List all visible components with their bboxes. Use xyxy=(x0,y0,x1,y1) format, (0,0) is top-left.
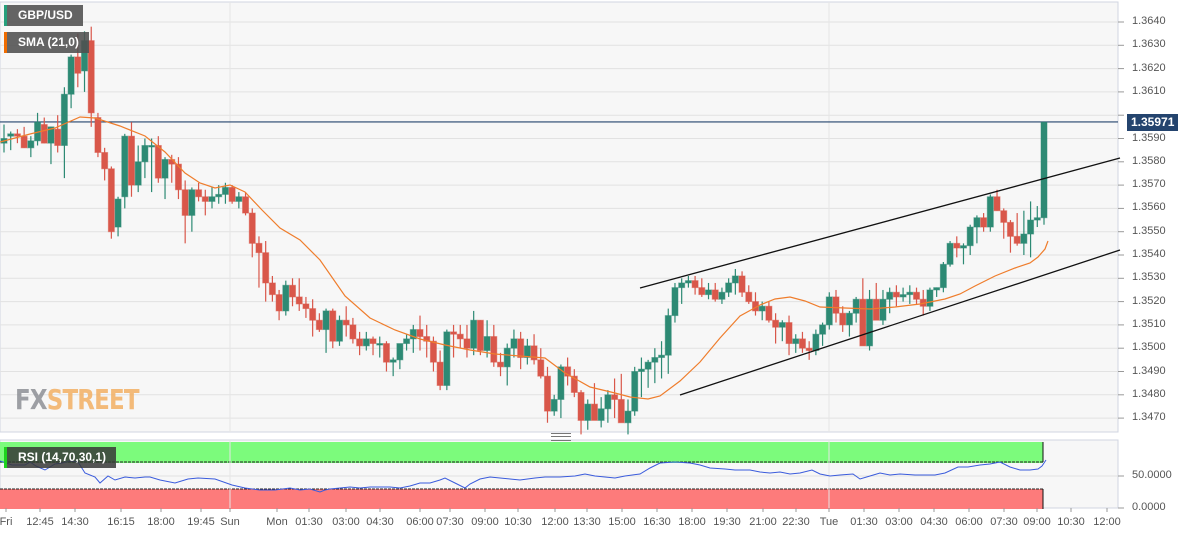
time-tick-label: 04:30 xyxy=(366,516,394,528)
price-tick-label: 1.3550 xyxy=(1132,224,1166,237)
price-tick-label: 1.3570 xyxy=(1132,178,1166,191)
rsi-tick-label: 50.0000 xyxy=(1132,469,1172,481)
logo-street: STREET xyxy=(46,383,140,416)
time-tick-label: 16:30 xyxy=(643,516,671,528)
time-tick-label: 22:30 xyxy=(782,516,810,528)
legend-instrument[interactable]: GBP/USD xyxy=(4,5,83,26)
rsi-line xyxy=(0,459,1047,493)
price-tick-label: 1.3640 xyxy=(1132,15,1166,27)
price-tick-label: 1.3520 xyxy=(1132,294,1166,307)
time-tick-label: 04:30 xyxy=(920,516,948,528)
time-tick-label: 09:00 xyxy=(471,516,499,528)
rsi-overbought-zone xyxy=(0,442,1043,463)
time-tick-label: 14:30 xyxy=(61,516,89,528)
instrument-color-swatch xyxy=(4,5,7,26)
channel-lower-line xyxy=(679,249,1121,396)
price-tick-label: 1.3470 xyxy=(1132,411,1166,424)
price-pane xyxy=(0,1,1119,433)
logo-fx: FX xyxy=(15,383,48,416)
time-tick-label: 10:30 xyxy=(1057,516,1085,528)
sma-color-swatch xyxy=(4,32,7,53)
price-tick-label: 1.3610 xyxy=(1132,84,1166,97)
time-tick-label: 21:00 xyxy=(749,516,777,528)
time-tick-label: 13:30 xyxy=(573,516,601,528)
time-tick-label: 09:00 xyxy=(1023,516,1051,528)
time-tick-label: 15:00 xyxy=(608,516,636,528)
time-tick-label: 06:00 xyxy=(406,516,434,528)
rsi-oversold-zone xyxy=(0,489,1043,509)
time-tick-label: 16:15 xyxy=(107,516,135,528)
time-tick-label: 03:00 xyxy=(332,516,360,528)
time-tick-label: Fri xyxy=(0,516,13,528)
price-tick-label: 1.3590 xyxy=(1132,131,1166,144)
price-tick-label: 1.3580 xyxy=(1132,154,1166,167)
legend-rsi[interactable]: RSI (14,70,30,1) xyxy=(4,447,117,468)
pane-resize-handle[interactable] xyxy=(551,433,571,441)
time-tick-label: Mon xyxy=(266,516,288,528)
rsi-color-swatch xyxy=(4,447,7,468)
sma-line xyxy=(0,116,1049,400)
candles xyxy=(0,26,1048,435)
price-tick-label: 1.3540 xyxy=(1132,248,1166,260)
time-tick-label: Tue xyxy=(819,516,839,528)
legend-sma[interactable]: SMA (21,0) xyxy=(4,32,89,53)
time-tick-label: 12:00 xyxy=(541,516,569,528)
time-tick-label: 19:30 xyxy=(713,516,741,528)
price-tick-label: 1.3500 xyxy=(1132,341,1166,354)
time-tick-label: 12:45 xyxy=(26,516,54,528)
price-tick-label: 1.3530 xyxy=(1132,271,1166,284)
time-tick-label: 07:30 xyxy=(990,516,1018,528)
fxstreet-logo: FXSTREET xyxy=(15,383,140,416)
price-tick-label: 1.3630 xyxy=(1132,38,1166,51)
rsi-tick-label: 0.0000 xyxy=(1132,501,1166,513)
price-tick-label: 1.3490 xyxy=(1132,364,1166,377)
channel-upper-line xyxy=(639,157,1121,289)
time-tick-label: 18:00 xyxy=(147,516,175,528)
last-price-tag: 1.35971 xyxy=(1127,114,1179,131)
sma-label: SMA (21,0) xyxy=(18,35,79,49)
time-tick-label: 07:30 xyxy=(436,516,464,528)
time-tick-label: 01:30 xyxy=(295,516,323,528)
time-tick-label: 19:45 xyxy=(187,516,215,528)
price-tick-label: 1.3560 xyxy=(1132,201,1166,214)
price-tick-label: 1.3510 xyxy=(1132,317,1166,330)
time-tick-label: 06:00 xyxy=(955,516,983,528)
time-tick-label: 01:30 xyxy=(850,516,878,528)
time-tick-label: 10:30 xyxy=(504,516,532,528)
price-tick-label: 1.3480 xyxy=(1132,387,1166,400)
time-tick-label: Sun xyxy=(220,516,240,528)
time-tick-label: 12:00 xyxy=(1093,516,1121,528)
time-tick-label: 03:00 xyxy=(885,516,913,528)
rsi-label: RSI (14,70,30,1) xyxy=(18,450,107,464)
instrument-label: GBP/USD xyxy=(18,8,73,22)
price-tick-label: 1.3620 xyxy=(1132,61,1166,74)
time-tick-label: 18:00 xyxy=(678,516,706,528)
